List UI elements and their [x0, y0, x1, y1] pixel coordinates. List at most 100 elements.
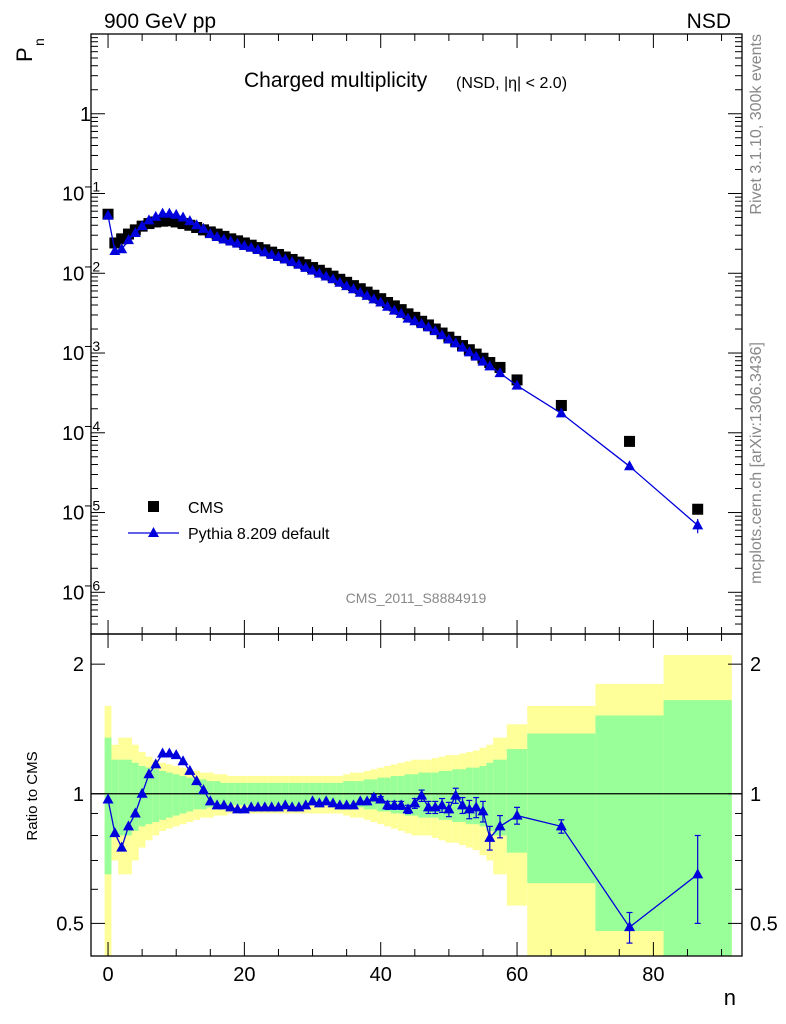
main-plot-frame	[90, 33, 743, 635]
ratio-green-band	[172, 774, 180, 816]
pythia-point	[320, 270, 332, 281]
ratio-green-band	[384, 777, 391, 812]
legend-pythia-marker	[148, 527, 159, 537]
main-y-tick-label: 10−2	[62, 258, 100, 285]
cms-point	[150, 216, 162, 228]
main-y-tick-label: 10−4	[62, 418, 100, 445]
pythia-point	[102, 209, 114, 220]
pythia-point	[150, 210, 162, 221]
ratio-point	[327, 797, 339, 808]
ratio-green-band	[438, 770, 446, 820]
ratio-green-band	[125, 759, 132, 836]
ratio-green-band	[152, 769, 160, 822]
ratio-green-band	[397, 775, 405, 814]
pythia-point	[184, 215, 196, 226]
ratio-point	[375, 793, 387, 804]
ratio-green-band	[493, 759, 507, 836]
ratio-green-band	[159, 770, 166, 820]
main-y-tick-label: 1	[80, 104, 91, 126]
ratio-point	[450, 789, 462, 800]
legend-pythia-label: Pythia 8.209 default	[188, 526, 330, 543]
ratio-y-tick-label-right: 2	[750, 654, 761, 676]
ratio-x-tick-label: 0	[102, 964, 113, 986]
ratio-y-tick-label-left: 1	[73, 784, 84, 806]
pythia-point	[197, 222, 209, 233]
pythia-point	[457, 341, 469, 352]
ratio-point	[177, 755, 189, 766]
ratio-point	[129, 807, 141, 818]
ratio-point	[511, 809, 523, 820]
pythia-point	[170, 208, 182, 219]
rivet-version-text: Rivet 3.1.10, 300k events	[748, 34, 765, 215]
ratio-green-band	[472, 767, 480, 825]
pythia-point	[122, 234, 134, 245]
cms-point	[184, 219, 196, 231]
ratio-x-tick-label: 20	[233, 964, 255, 986]
pythia-point	[211, 230, 223, 241]
cms-point	[157, 215, 169, 227]
pythia-point	[463, 346, 475, 357]
header-right: NSD	[687, 10, 731, 33]
ratio-x-tick-label: 40	[370, 964, 392, 986]
ratio-point	[300, 799, 312, 810]
ratio-point	[191, 775, 203, 786]
ratio-green-band	[459, 769, 466, 822]
svg-text:P: P	[12, 47, 37, 62]
ratio-point	[395, 799, 407, 810]
pythia-point	[347, 283, 359, 294]
ratio-point	[163, 747, 175, 758]
cms-point	[116, 233, 128, 245]
ratio-green-band	[486, 762, 494, 831]
main-y-tick-label: 10−6	[62, 577, 100, 604]
ratio-point	[218, 799, 230, 810]
pythia-point	[624, 460, 636, 471]
pythia-point	[218, 233, 230, 244]
ratio-point	[204, 795, 216, 806]
pythia-point	[511, 379, 523, 390]
svg-text:(NSD, |η| < 2.0): (NSD, |η| < 2.0)	[456, 75, 567, 92]
svg-text:Charged multiplicity: Charged multiplicity	[244, 69, 428, 92]
ratio-green-band	[404, 774, 412, 816]
ratio-point	[347, 799, 359, 810]
ratio-point	[443, 803, 455, 814]
ratio-green-band	[425, 772, 432, 818]
pythia-point	[129, 226, 141, 237]
ratio-green-band	[145, 767, 153, 825]
mcplots-credit-text: mcplots.cern.ch [arXiv:1306.3436]	[748, 342, 765, 584]
pythia-point	[429, 325, 441, 336]
ratio-point	[102, 793, 114, 804]
pythia-point	[450, 337, 462, 348]
pythia-point	[484, 360, 496, 371]
legend: CMS Pythia 8.209 default	[128, 500, 330, 543]
ratio-point	[416, 789, 428, 800]
pythia-point	[204, 228, 216, 239]
pythia-point	[327, 273, 339, 284]
main-y-tick-labels: 10−6 10−5 10−4 10−3 10−2 10−1 1	[62, 104, 100, 605]
ratio-point	[307, 795, 319, 806]
pythia-point	[191, 219, 203, 230]
ratio-point	[477, 805, 489, 816]
cms-point	[163, 215, 175, 227]
legend-cms-label: CMS	[188, 500, 224, 517]
pythia-point	[313, 267, 325, 278]
ratio-point	[470, 801, 482, 812]
main-title: Charged multiplicity (NSD, |η| < 2.0)	[244, 69, 567, 92]
pythia-point	[272, 250, 284, 261]
pythia-point	[334, 276, 346, 287]
header-left: 900 GeV pp	[104, 10, 216, 33]
ratio-point	[457, 799, 469, 810]
cms-point	[177, 218, 189, 230]
ratio-point	[109, 827, 121, 838]
pythia-point	[416, 318, 428, 329]
ratio-green-band	[118, 759, 126, 836]
cms-point	[122, 228, 134, 240]
pythia-point	[361, 289, 373, 300]
ratio-y-tick-label-left: 2	[73, 654, 84, 676]
main-y-tick-label: 10−5	[62, 498, 100, 525]
pythia-point	[375, 296, 387, 307]
x-axis-label: n	[724, 985, 736, 1010]
ratio-green-band	[390, 775, 398, 814]
ratio-green-band	[595, 715, 664, 932]
ratio-point	[170, 749, 182, 760]
